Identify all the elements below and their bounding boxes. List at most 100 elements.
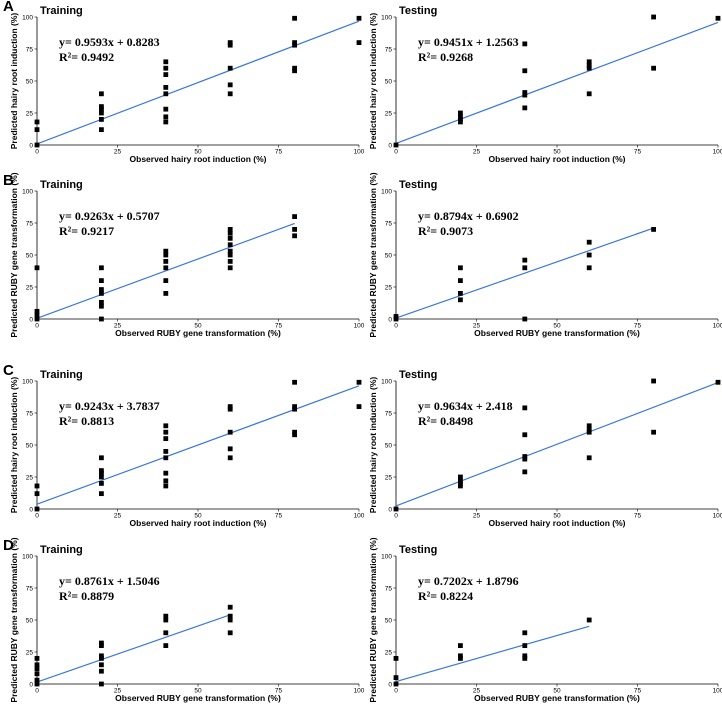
data-point [393, 142, 399, 148]
y-axis-title: Predicted RUBY gene transformation (%) [368, 537, 378, 702]
data-point [586, 429, 592, 435]
data-point [227, 42, 233, 48]
x-tick-label: 50 [194, 513, 202, 520]
data-point [163, 470, 169, 476]
data-point [34, 483, 40, 489]
regression-line [395, 227, 654, 319]
x-axis-title: Observed RUBY gene transformation (%) [115, 328, 281, 338]
x-tick-label: 100 [354, 688, 365, 695]
x-tick-label: 50 [194, 149, 202, 156]
x-tick-label: 0 [394, 513, 398, 520]
data-point [99, 468, 104, 473]
x-tick-label: 50 [553, 149, 561, 156]
y-tick-label: 75 [26, 585, 34, 592]
data-point [586, 65, 592, 71]
data-point [522, 105, 528, 111]
y-tick-label: 25 [385, 474, 393, 481]
y-tick-label: 75 [385, 220, 393, 227]
data-point [227, 429, 233, 435]
data-point [292, 429, 297, 435]
r-squared-label: R²= 0.8879 [59, 589, 114, 603]
data-point [586, 455, 592, 461]
data-point [458, 110, 463, 116]
y-tick-label: 75 [26, 46, 34, 53]
y-tick-label: 100 [22, 378, 33, 385]
data-point [522, 265, 528, 271]
data-point [34, 127, 40, 133]
y-tick-label: 75 [26, 410, 34, 417]
scatter-panel-8: Testing 0 25 50 75 100 0 25 50 75 100 Observed RUBY… [368, 537, 722, 703]
data-point [227, 265, 233, 271]
y-tick-label: 25 [385, 110, 393, 117]
regression-equation: y= 0.9243x + 3.7837 [59, 399, 160, 413]
data-point [34, 491, 40, 497]
data-point [99, 104, 104, 109]
data-point [458, 117, 463, 122]
data-point [651, 14, 656, 20]
data-point [99, 265, 104, 271]
data-point [99, 106, 104, 112]
data-point [99, 455, 104, 461]
scatter-panel-7: D Training 0 25 50 75 100 0 25 50 75 100 Observed RU… [3, 537, 365, 703]
x-axis-title: Observed hairy root induction (%) [130, 154, 267, 164]
data-point [393, 316, 399, 322]
data-point [292, 227, 297, 232]
data-point [34, 666, 40, 672]
x-tick-label: 100 [713, 513, 722, 520]
data-point [292, 42, 297, 48]
panel-letter: B [3, 172, 14, 189]
x-tick-label: 100 [713, 323, 722, 330]
data-point [34, 316, 40, 322]
regression-equation: y= 0.7202x + 1.8796 [418, 574, 519, 588]
data-point [99, 656, 104, 661]
data-point [522, 90, 528, 95]
y-tick-label: 0 [29, 316, 33, 323]
data-point [458, 656, 463, 661]
data-point [586, 59, 592, 65]
r-squared-label: R²= 0.9492 [59, 50, 114, 64]
data-point [163, 483, 169, 489]
y-tick-label: 75 [385, 46, 393, 53]
y-tick-label: 50 [26, 252, 34, 259]
data-point [586, 91, 592, 97]
x-tick-label: 75 [634, 323, 642, 330]
data-point [99, 668, 104, 674]
y-tick-label: 50 [385, 617, 393, 624]
data-point [99, 662, 104, 668]
data-point [163, 265, 169, 271]
x-tick-label: 25 [473, 513, 481, 520]
x-tick-label: 75 [275, 323, 283, 330]
data-point [99, 117, 104, 122]
regression-equation: y= 0.8794x + 0.6902 [418, 209, 519, 223]
data-point [715, 379, 721, 385]
y-tick-label: 0 [388, 142, 392, 149]
y-axis-title: Predicted hairy root induction (%) [368, 377, 378, 514]
data-point [356, 379, 362, 385]
y-axis-title: Predicted RUBY gene transformation (%) [9, 172, 19, 337]
y-tick-label: 25 [26, 110, 34, 117]
data-point [356, 15, 362, 21]
data-point [163, 252, 169, 258]
data-point [163, 291, 169, 296]
data-point [458, 653, 463, 659]
data-point [163, 436, 169, 441]
x-tick-label: 0 [394, 149, 398, 156]
data-point [227, 617, 233, 623]
data-point [227, 259, 233, 264]
y-tick-label: 25 [385, 284, 393, 291]
data-point [163, 278, 169, 283]
data-point [99, 287, 104, 292]
data-point [227, 455, 233, 461]
data-point [356, 40, 362, 45]
data-point [651, 227, 656, 232]
data-point [163, 455, 169, 461]
data-point [99, 643, 104, 648]
data-point [34, 671, 40, 677]
data-point [586, 427, 592, 433]
data-point [99, 127, 104, 133]
x-tick-label: 100 [354, 149, 365, 156]
x-tick-label: 25 [473, 688, 481, 695]
data-point [393, 314, 399, 319]
panel-title: Training [40, 369, 83, 381]
